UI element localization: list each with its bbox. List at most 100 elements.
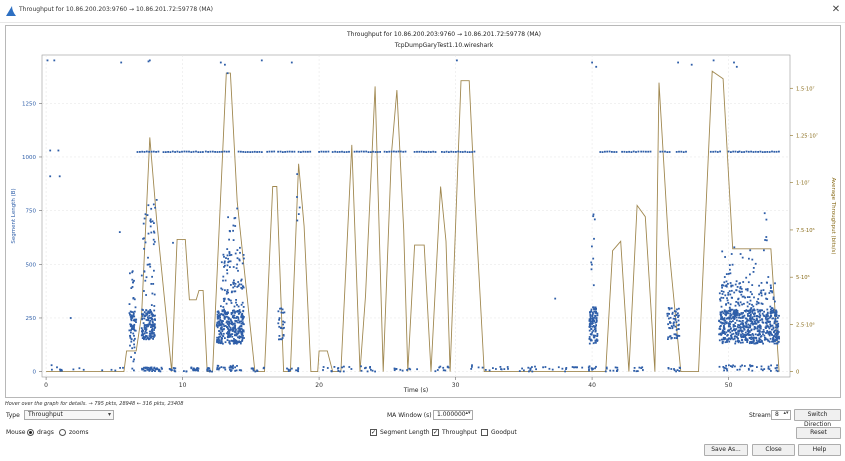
spin-arrows-icon[interactable]: ▴▾ <box>783 410 789 416</box>
segment-point <box>223 255 225 258</box>
segment-point <box>744 325 747 328</box>
goodput-checkbox[interactable] <box>481 429 488 436</box>
segment-point <box>592 318 595 321</box>
segment-point <box>374 370 376 373</box>
ma-window-spinbox[interactable]: 1.000000 ▴▾ <box>433 410 473 420</box>
segment-point <box>250 367 253 370</box>
segment-point <box>756 341 759 343</box>
reset-button[interactable]: Reset <box>796 427 841 439</box>
segment-point <box>751 312 754 314</box>
segment-point <box>218 330 220 332</box>
segment-point <box>755 303 758 306</box>
segment-point <box>739 320 742 323</box>
segment-point <box>282 334 285 336</box>
segment-point <box>762 289 765 291</box>
segment-point <box>222 279 224 282</box>
segment-point <box>236 304 238 306</box>
segment-point <box>236 365 238 367</box>
segment-point <box>129 325 132 328</box>
segment-point <box>750 338 753 341</box>
segment-point <box>150 304 153 306</box>
segment-point <box>765 325 768 328</box>
save-as-button[interactable]: Save As... <box>704 444 748 456</box>
segment-point <box>237 327 240 330</box>
segment-point <box>148 333 151 335</box>
segment-point <box>594 321 597 324</box>
segment-point <box>589 314 592 316</box>
throughput-checkbox[interactable]: ✓ <box>432 429 439 436</box>
segment-point <box>746 319 749 322</box>
stream-spinbox[interactable]: 8 ▴▾ <box>771 410 791 420</box>
segment-point <box>147 204 150 207</box>
segment-point <box>334 150 336 153</box>
segment-point <box>148 323 150 326</box>
segment-point <box>240 283 243 286</box>
segment-point <box>153 332 155 334</box>
close-window-icon[interactable]: ✕ <box>831 4 841 15</box>
segment-point <box>592 342 595 345</box>
segment-point <box>682 151 685 153</box>
segment-point <box>752 267 755 269</box>
segment-point <box>766 338 769 341</box>
segment-point <box>775 342 778 345</box>
segment-point <box>670 325 673 327</box>
segment-point <box>734 340 737 343</box>
segment-point <box>757 315 760 318</box>
segment-point <box>217 340 219 343</box>
segment-point <box>667 338 669 340</box>
segment-point <box>595 65 598 68</box>
segment-point <box>724 367 727 370</box>
segment-point <box>221 288 224 291</box>
segment-point <box>719 328 722 330</box>
segment-point <box>731 333 733 336</box>
segment-length-checkbox[interactable]: ✓ <box>370 429 377 436</box>
segment-point <box>218 151 221 153</box>
segment-point <box>668 317 670 320</box>
segment-point <box>233 285 236 288</box>
segment-point <box>771 290 773 293</box>
segment-point <box>192 367 195 370</box>
y-right-tick-label: 5·10⁶ <box>796 275 810 281</box>
segment-point <box>260 59 263 62</box>
segment-point <box>223 311 226 313</box>
spin-arrows-icon[interactable]: ▴▾ <box>465 410 471 416</box>
segment-point <box>776 317 779 319</box>
segment-point <box>729 314 732 317</box>
segment-point <box>771 307 773 309</box>
graph-type-select[interactable]: Throughput ▾ <box>24 410 114 420</box>
mouse-zooms-radio[interactable] <box>59 429 66 436</box>
close-button[interactable]: Close <box>752 444 795 456</box>
segment-point <box>774 329 777 332</box>
segment-point <box>101 369 104 372</box>
segment-point <box>216 338 219 341</box>
segment-point <box>145 150 148 153</box>
segment-point <box>766 312 769 315</box>
graph-panel[interactable]: Throughput for 10.86.200.203:9760 → 10.8… <box>5 25 841 398</box>
segment-point <box>719 299 722 302</box>
axes-layer: 0 10 20 30 40 5002505007501000125002.5·10⁶5·1… <box>22 86 818 389</box>
switch-direction-button[interactable]: Switch Direction <box>794 409 841 428</box>
segment-point <box>746 318 749 321</box>
segment-point <box>739 253 742 255</box>
segment-point <box>594 306 597 309</box>
segment-point <box>773 330 776 332</box>
segment-point <box>495 368 497 370</box>
segment-point <box>731 330 734 332</box>
mouse-drags-radio[interactable] <box>27 429 34 436</box>
segment-point <box>727 150 730 153</box>
segment-point <box>594 334 597 337</box>
segment-point <box>588 368 590 371</box>
segment-point <box>238 327 241 330</box>
segment-point <box>591 368 593 371</box>
segment-point <box>372 150 374 153</box>
segment-point <box>773 322 776 325</box>
segment-point <box>148 311 151 314</box>
segment-point <box>772 308 775 311</box>
segment-point <box>207 151 209 153</box>
throughput-chart[interactable]: Throughput for 10.86.200.203:9760 → 10.8… <box>6 26 840 397</box>
help-button[interactable]: Help <box>798 444 841 456</box>
segment-point <box>244 151 247 153</box>
segment-point <box>730 334 732 337</box>
segment-point <box>757 298 760 300</box>
segment-point <box>237 341 239 344</box>
